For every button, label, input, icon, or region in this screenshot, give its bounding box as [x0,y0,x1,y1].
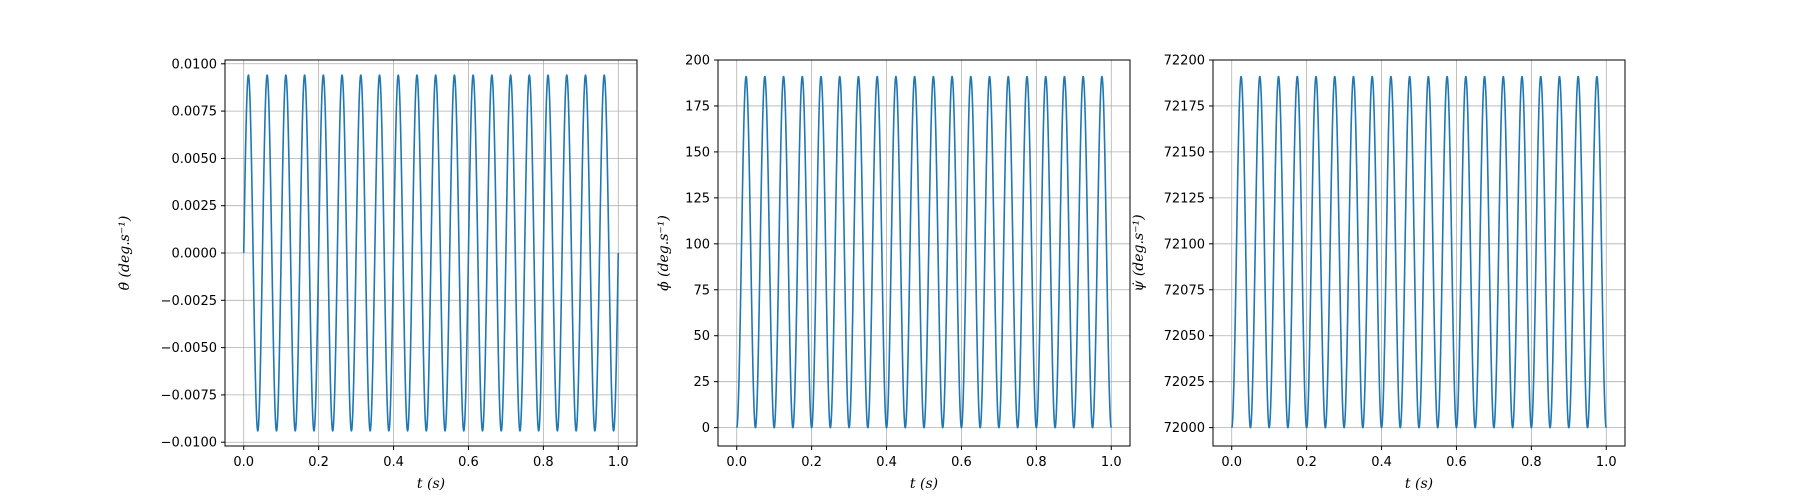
y-tick-label: 0.0050 [172,152,218,167]
x-tick-label: 1.0 [1101,455,1122,470]
x-tick-label: 0.0 [726,455,747,470]
x-tick-label: 0.8 [533,455,554,470]
y-tick-label: 72175 [1164,99,1205,114]
y-tick-label: 50 [693,329,710,344]
y-tick-label: 72100 [1164,237,1205,252]
y-tick-label: 25 [693,375,710,390]
y-tick-label: −0.0025 [161,294,217,309]
y-tick-label: 200 [685,54,710,69]
axes-frame [1212,59,1626,447]
y-tick-label: 0.0100 [172,57,218,72]
x-tick-label: 0.4 [876,455,897,470]
y-tick-label: 72050 [1164,329,1205,344]
y-tick-label: 72200 [1164,54,1205,69]
y-tick-label: 72025 [1164,375,1205,390]
x-tick-label: 0.2 [1296,455,1317,470]
x-tick-label: 1.0 [1596,455,1617,470]
x-tick-label: 0.0 [233,455,254,470]
y-tick-label: 72000 [1164,421,1205,436]
y-tick-label: 75 [693,283,710,298]
chart-panel-2: 0.0 0.2 0.4 0.6 0.8 1.0 0 25 50 75 100 125 150 175 200… [656,54,1131,492]
chart-panel-1: 0.0 0.2 0.4 0.6 0.8 1.0 −0.0100 −0.0075 −0.0050 −… [117,57,638,492]
x-tick-label: 1.0 [608,455,629,470]
series-line-1 [242,74,620,432]
x-tick-label: 0.6 [951,455,972,470]
y-tick-label: −0.0075 [161,388,217,403]
y-tick-label: 0 [702,421,710,436]
x-axis-label: t (s) [1405,476,1433,492]
x-tick-label: 0.6 [1446,455,1467,470]
y-axis-label: ϕ̇ (deg.s⁻¹) [656,215,672,291]
y-tick-label: 72075 [1164,283,1205,298]
y-axis-label: ψ̇ (deg.s⁻¹) [1131,214,1147,291]
x-tick-label: 0.2 [308,455,329,470]
x-axis-label: t (s) [910,476,938,492]
y-tick-label: 0.0075 [172,105,218,120]
x-tick-label: 0.4 [1371,455,1392,470]
axes-frame [717,59,1131,447]
x-tick-label: 0.2 [801,455,822,470]
y-axis-label: θ̇ (deg.s⁻¹) [117,216,133,291]
y-tick-label: 175 [685,99,710,114]
x-tick-label: 0.6 [458,455,479,470]
y-tick-label: 100 [685,237,710,252]
y-tick-label: 72150 [1164,145,1205,160]
x-tick-label: 0.8 [1026,455,1047,470]
x-tick-label: 0.8 [1521,455,1542,470]
y-tick-label: −0.0100 [161,436,217,451]
x-axis-label: t (s) [417,476,445,492]
y-tick-label: 125 [685,191,710,206]
y-tick-label: 72125 [1164,191,1205,206]
y-tick-label: 0.0000 [172,247,218,262]
x-tick-label: 0.4 [383,455,404,470]
chart-panel-3: 0.0 0.2 0.4 0.6 0.8 1.0 72000 72025 72050 72075 72… [1131,54,1626,492]
y-tick-label: −0.0050 [161,341,217,356]
series-line-1 [1231,75,1607,429]
y-tick-label: 150 [685,145,710,160]
series-line-1 [736,75,1112,429]
x-tick-label: 0.0 [1221,455,1242,470]
y-tick-label: 0.0025 [172,199,218,214]
